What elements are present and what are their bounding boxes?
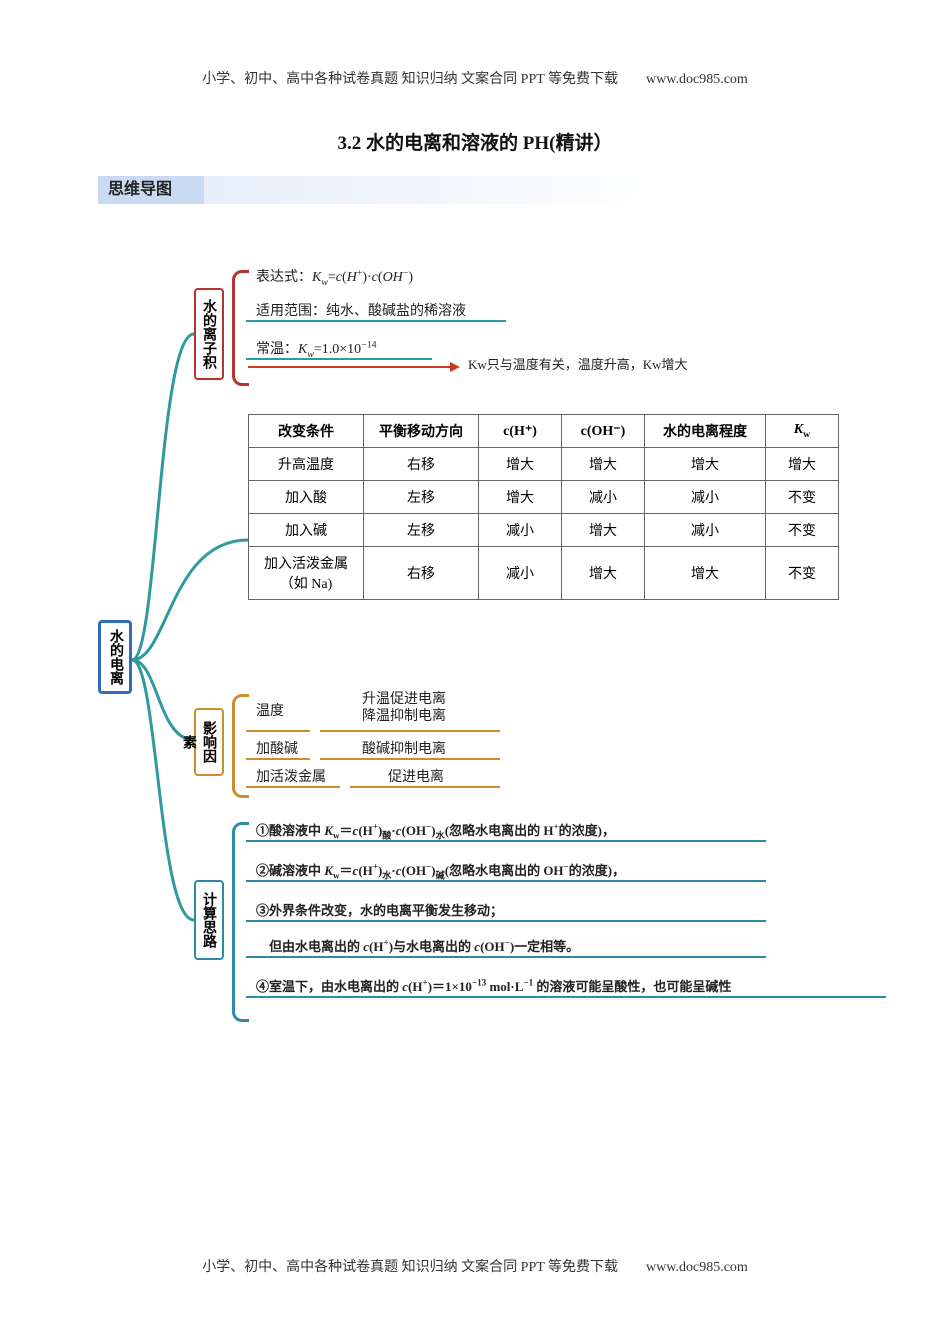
leaf-c2: ②碱溶液中 Kw＝c(H+)水·c(OH−)碱(忽略水电离出的 OH−的浓度)， — [256, 860, 625, 882]
table-cell: 加入活泼金属（如 Na) — [249, 547, 364, 600]
mindmap-diagram: 水的电离 水的离子积 表达式：Kw=c(H+)·c(OH−) 适用范围：纯水、酸… — [98, 240, 908, 1060]
table-cell: 增大 — [562, 514, 645, 547]
leaf-a2: 适用范围：纯水、酸碱盐的稀溶液 — [256, 300, 466, 320]
ul-a3 — [246, 358, 432, 360]
table-cell: 不变 — [766, 514, 839, 547]
leaf-c3: ③外界条件改变，水的电离平衡发生移动； — [256, 900, 503, 919]
table-row: 加入活泼金属（如 Na)右移减小增大增大不变 — [249, 547, 839, 600]
leaf-b3-r: 促进电离 — [388, 766, 444, 786]
table-cell: 升高温度 — [249, 448, 364, 481]
table-cell: 加入酸 — [249, 481, 364, 514]
leaf-a3a: 常温：Kw=1.0×10−14 — [256, 338, 377, 360]
ul-c5 — [246, 996, 886, 998]
node-ion-product: 水的离子积 — [194, 288, 224, 380]
leaf-a3b: Kw只与温度有关，温度升高，Kw增大 — [468, 354, 688, 373]
leaf-b1-l: 温度 — [256, 700, 284, 720]
bracket-b — [232, 694, 249, 798]
table-cell: 增大 — [479, 448, 562, 481]
table-cell: 右移 — [364, 448, 479, 481]
table-cell: 减小 — [479, 514, 562, 547]
ul-b2b — [320, 758, 500, 760]
ul-c3 — [246, 920, 766, 922]
table-cell: 增大 — [562, 547, 645, 600]
ul-b2a — [246, 758, 310, 760]
table-header-cell: Kw — [766, 415, 839, 448]
arrow-kw — [248, 366, 458, 368]
ul-b3a — [246, 786, 340, 788]
table-cell: 左移 — [364, 514, 479, 547]
section-banner: 思维导图 — [98, 176, 856, 204]
ul-c4 — [246, 956, 766, 958]
leaf-c4: 但由水电离出的 c(H+)与水电离出的 c(OH−)一定相等。 — [256, 936, 579, 955]
table-cell: 减小 — [645, 481, 766, 514]
leaf-a1: 表达式：Kw=c(H+)·c(OH−) — [256, 266, 413, 288]
page: 小学、初中、高中各种试卷真题 知识归纳 文案合同 PPT 等免费下载 www.d… — [0, 0, 950, 1344]
ul-b3b — [350, 786, 500, 788]
ul-a2 — [246, 320, 506, 322]
table-cell: 增大 — [562, 448, 645, 481]
table-header-row: 改变条件平衡移动方向c(H⁺)c(OH⁻)水的电离程度Kw — [249, 415, 839, 448]
table-row: 升高温度右移增大增大增大增大 — [249, 448, 839, 481]
page-header: 小学、初中、高中各种试卷真题 知识归纳 文案合同 PPT 等免费下载 www.d… — [0, 68, 950, 88]
table-cell: 增大 — [479, 481, 562, 514]
ul-b1b — [320, 730, 500, 732]
table-header-cell: 平衡移动方向 — [364, 415, 479, 448]
table-cell: 加入碱 — [249, 514, 364, 547]
table-header-cell: 水的电离程度 — [645, 415, 766, 448]
table-cell: 增大 — [645, 547, 766, 600]
table-header-cell: c(OH⁻) — [562, 415, 645, 448]
ul-c1 — [246, 840, 766, 842]
page-title: 3.2 水的电离和溶液的 PH(精讲） — [0, 128, 950, 155]
table-header-cell: c(H⁺) — [479, 415, 562, 448]
table-cell: 右移 — [364, 547, 479, 600]
leaf-b2-r: 酸碱抑制电离 — [362, 738, 446, 758]
leaf-c5: ④室温下，由水电离出的 c(H+)＝1×10−13 mol·L−1 的溶液可能呈… — [256, 976, 731, 995]
table-cell: 减小 — [645, 514, 766, 547]
ul-b1a — [246, 730, 310, 732]
table-row: 加入碱左移减小增大减小不变 — [249, 514, 839, 547]
bracket-a — [232, 270, 249, 386]
leaf-c1: ①酸溶液中 Kw＝c(H+)酸·c(OH−)水(忽略水电离出的 H+的浓度)， — [256, 820, 615, 842]
node-factors: 影响因素 — [194, 708, 224, 776]
table-cell: 减小 — [479, 547, 562, 600]
leaf-b2-l: 加酸碱 — [256, 738, 298, 758]
root-node: 水的电离 — [98, 620, 132, 694]
equilibrium-table: 改变条件平衡移动方向c(H⁺)c(OH⁻)水的电离程度Kw 升高温度右移增大增大… — [248, 414, 839, 600]
page-footer: 小学、初中、高中各种试卷真题 知识归纳 文案合同 PPT 等免费下载 www.d… — [0, 1256, 950, 1276]
bracket-c — [232, 822, 249, 1022]
node-calc: 计算思路 — [194, 880, 224, 960]
table-cell: 不变 — [766, 481, 839, 514]
table-cell: 不变 — [766, 547, 839, 600]
table-cell: 增大 — [645, 448, 766, 481]
leaf-b1-r: 升温促进电离降温抑制电离 — [362, 692, 446, 726]
table-cell: 减小 — [562, 481, 645, 514]
table-header-cell: 改变条件 — [249, 415, 364, 448]
table-cell: 增大 — [766, 448, 839, 481]
ul-c2 — [246, 880, 766, 882]
table-cell: 左移 — [364, 481, 479, 514]
section-banner-label: 思维导图 — [108, 181, 172, 198]
table-row: 加入酸左移增大减小减小不变 — [249, 481, 839, 514]
leaf-b3-l: 加活泼金属 — [256, 766, 326, 786]
